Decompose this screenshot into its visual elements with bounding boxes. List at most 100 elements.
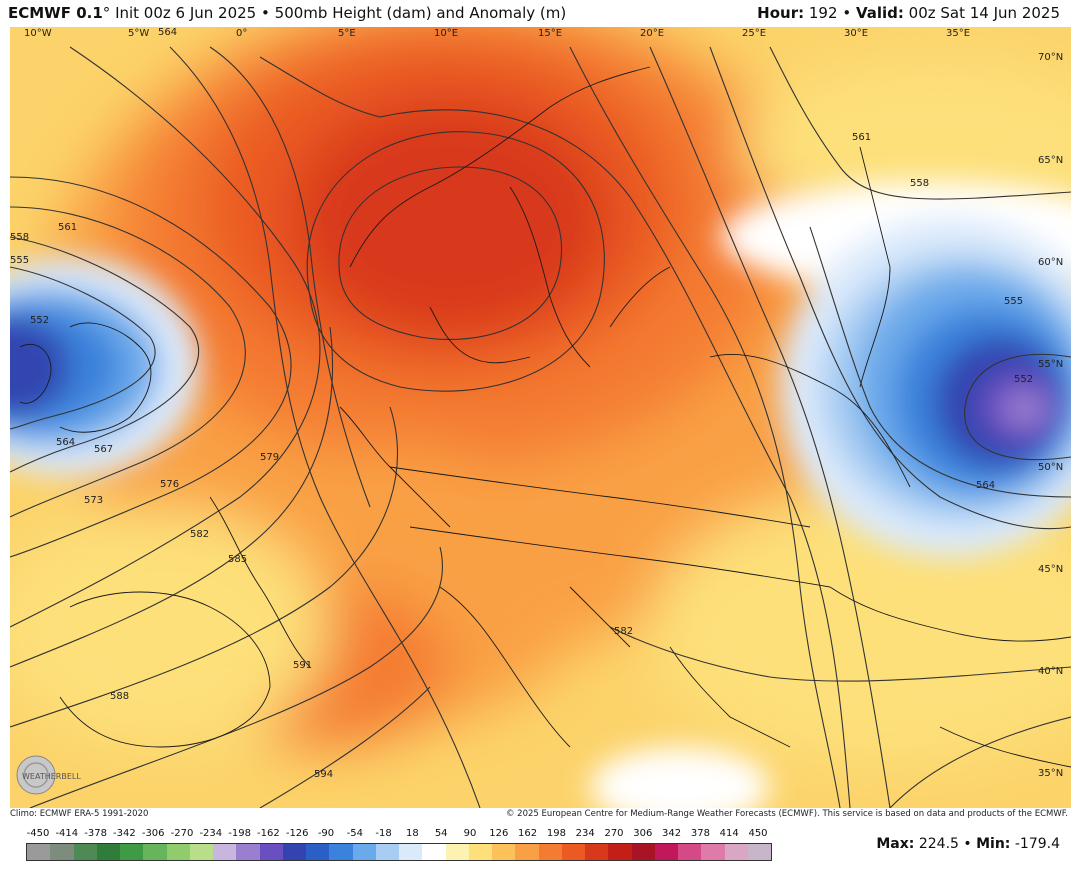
legend-tick: -234: [199, 828, 223, 839]
lat-label: 35°N: [1038, 768, 1063, 779]
legend-swatch: [468, 844, 492, 860]
lon-label: 25°E: [742, 28, 766, 39]
lat-label: 65°N: [1038, 155, 1063, 166]
contour-label: 564: [56, 437, 75, 448]
legend-swatch: [492, 844, 516, 860]
legend-tick: 90: [463, 828, 477, 839]
legend-swatch: [678, 844, 702, 860]
legend-swatch: [561, 844, 585, 860]
legend-tick: 162: [518, 828, 538, 839]
legend-swatch: [27, 844, 51, 860]
legend-tick: -306: [141, 828, 165, 839]
legend-tick: -342: [113, 828, 136, 839]
legend-swatch: [143, 844, 167, 860]
lat-label: 45°N: [1038, 564, 1063, 575]
legend-tick: 378: [690, 828, 710, 839]
legend-swatch: [654, 844, 678, 860]
max-min-readout: Max: 224.5 • Min: -179.4: [876, 836, 1060, 852]
contour-label: 564: [158, 27, 177, 38]
legend-swatch: [259, 844, 283, 860]
legend-tick: 54: [434, 828, 448, 839]
legend-swatch: [538, 844, 562, 860]
legend-tick: 18: [406, 828, 419, 839]
valid-info: Hour: 192 • Valid: 00z Sat 14 Jun 2025: [757, 4, 1060, 22]
valid-value: 00z Sat 14 Jun 2025: [908, 4, 1060, 22]
legend-swatch: [96, 844, 120, 860]
anomaly-shading: [10, 27, 1071, 808]
legend-swatch: [701, 844, 725, 860]
bullet: •: [963, 836, 972, 852]
contour-label: 561: [58, 222, 77, 233]
latitude-labels: 70°N 65°N 60°N 55°N 50°N 45°N 40°N 35°N: [1038, 52, 1063, 779]
lon-label: 5°E: [338, 28, 356, 39]
contour-label: 585: [228, 554, 247, 565]
contour-label: 576: [160, 479, 179, 490]
contour-label: 567: [94, 444, 113, 455]
legend-tick: -126: [285, 828, 309, 839]
anomaly-map[interactable]: 10°W 5°W 0° 5°E 10°E 15°E 20°E 25°E 30°E…: [10, 27, 1071, 808]
legend-swatch: [585, 844, 609, 860]
lat-label: 60°N: [1038, 257, 1063, 268]
lat-label: 40°N: [1038, 666, 1063, 677]
legend-swatch: [375, 844, 399, 860]
min-label: Min:: [976, 836, 1011, 852]
climo-note: Climo: ECMWF ERA-5 1991-2020: [10, 809, 149, 819]
legend-tick: 234: [575, 828, 595, 839]
legend-ticks: -450 -414 -378 -342 -306 -270 -234 -198 -162 -126…: [24, 828, 770, 842]
legend-tick: -18: [375, 828, 392, 839]
contour-label: 552: [1014, 374, 1033, 385]
contour-label: 564: [976, 480, 995, 491]
lat-label: 55°N: [1038, 359, 1063, 370]
legend-tick: -450: [26, 828, 50, 839]
lon-label: 20°E: [640, 28, 664, 39]
map-header: ECMWF 0.1° Init 00z 6 Jun 2025 • 500mb H…: [0, 0, 1080, 26]
max-label: Max:: [876, 836, 915, 852]
lon-label: 10°E: [434, 28, 458, 39]
copyright-note: © 2025 European Centre for Medium-Range …: [505, 809, 1068, 819]
lon-label: 10°W: [24, 28, 52, 39]
legend-swatch: [329, 844, 353, 860]
legend-swatch: [213, 844, 237, 860]
lon-label: 15°E: [538, 28, 562, 39]
init-time: Init 00z 6 Jun 2025: [115, 4, 257, 22]
lat-label: 50°N: [1038, 462, 1063, 473]
contour-label: 582: [190, 529, 209, 540]
contour-label: 561: [852, 132, 871, 143]
contour-labels: 564 558 555 561 552 564 567 573 576 579 …: [10, 27, 1033, 780]
legend-tick: -414: [55, 828, 79, 839]
legend-swatch: [120, 844, 144, 860]
lon-label: 0°: [236, 28, 247, 39]
contour-label: 555: [1004, 296, 1023, 307]
bullet: •: [842, 4, 852, 22]
legend-swatch: [50, 844, 74, 860]
height-contours: [10, 46, 1071, 808]
contour-label: 555: [10, 255, 29, 266]
field-name: 500mb Height (dam) and Anomaly (m): [274, 4, 567, 22]
lon-label: 5°W: [128, 28, 149, 39]
legend-swatch: [399, 844, 423, 860]
contour-label: 573: [84, 495, 103, 506]
hour-label: Hour:: [757, 4, 805, 22]
legend-tick: 126: [489, 828, 509, 839]
legend-swatch: [282, 844, 306, 860]
legend-swatch: [189, 844, 213, 860]
legend-tick: -54: [346, 828, 363, 839]
lat-label: 70°N: [1038, 52, 1063, 63]
legend-colorbar: [26, 843, 772, 861]
logo-text: WEATHERBELL: [22, 772, 81, 781]
map-title: ECMWF 0.1° Init 00z 6 Jun 2025 • 500mb H…: [8, 4, 566, 22]
contour-label: 558: [10, 232, 29, 243]
legend-tick: -162: [257, 828, 280, 839]
legend-swatch: [445, 844, 469, 860]
legend-tick: -198: [228, 828, 251, 839]
bullet: •: [261, 4, 270, 22]
coastlines: [19, 66, 1071, 768]
contour-label: 582: [614, 626, 633, 637]
contour-label: 558: [910, 178, 929, 189]
max-value: 224.5: [918, 836, 959, 852]
contour-label: 591: [293, 660, 312, 671]
valid-label: Valid:: [855, 4, 904, 22]
min-value: -179.4: [1014, 836, 1060, 852]
lon-label: 30°E: [844, 28, 868, 39]
map-canvas: 10°W 5°W 0° 5°E 10°E 15°E 20°E 25°E 30°E…: [10, 27, 1071, 808]
